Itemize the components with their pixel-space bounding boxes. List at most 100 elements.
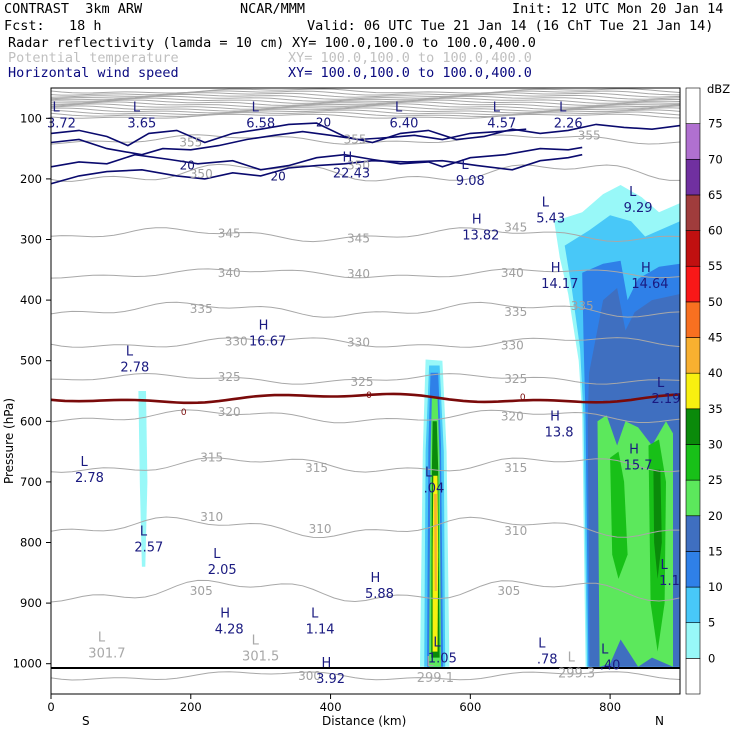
- colorbar-swatch: [685, 372, 701, 410]
- wind-extremum-value: 5.43: [536, 211, 565, 226]
- wind-extremum-kind: H: [343, 151, 353, 166]
- colorbar-level-label: 15: [708, 544, 723, 558]
- theta-extremum-value: 301.5: [242, 650, 279, 665]
- theta-label: 355: [578, 128, 601, 142]
- colorbar-swatch: [685, 622, 701, 659]
- theta-label: 315: [200, 451, 223, 465]
- y-axis: 100 200 300 400 500 600 700 800 900 1000: [13, 111, 51, 671]
- x-tick-label: 400: [320, 700, 342, 714]
- colorbar-level-label: 40: [708, 366, 723, 380]
- y-tick-label: 100: [20, 111, 42, 125]
- theta-label: 310: [200, 510, 223, 524]
- freezing-level-line: [51, 392, 680, 405]
- colorbar: 0 5 10 15 20 25 30 35 40 45 50 55 60 65 70 75: [685, 87, 723, 695]
- wind-extremum-kind: L: [52, 100, 60, 115]
- wind-extremum-kind: H: [550, 409, 560, 424]
- theta-contour-upper: [51, 101, 680, 108]
- colorbar-swatch: [685, 194, 701, 231]
- theta-label: 330: [501, 339, 524, 353]
- x-axis-label: Distance (km): [322, 714, 406, 728]
- wind-extremum-kind: H: [629, 443, 639, 458]
- theta-contour-340: [51, 268, 680, 279]
- init-time: Init: 12 UTC Mon 20 Jan 14: [512, 1, 724, 17]
- colorbar-level-label: 0: [708, 651, 715, 665]
- theta-label: 340: [347, 267, 370, 281]
- field-reflectivity-name: Radar reflectivity (lamda = 10 cm): [8, 35, 285, 51]
- wind-extremum-kind: L: [538, 637, 546, 652]
- wind-extremum-kind: L: [213, 547, 221, 562]
- theta-contour-upper: [51, 109, 680, 116]
- x-tick-label: 0: [47, 700, 54, 714]
- wind-extremum-kind: L: [661, 558, 669, 573]
- wind-extremum-value: 2.05: [208, 563, 237, 578]
- theta-label: 345: [218, 226, 241, 240]
- reflectivity-shading: [138, 185, 680, 667]
- theta-contour-345: [51, 227, 680, 243]
- refl-north-30dbz-a: [610, 451, 628, 579]
- colorbar-swatch: [685, 586, 701, 624]
- wind-extremum-value: .04: [424, 482, 445, 497]
- theta-contour-upper: [51, 111, 680, 118]
- x-end-right-label: N: [655, 714, 664, 728]
- freezing-label: 0: [520, 393, 526, 403]
- theta-extremum-kind: L: [426, 655, 434, 670]
- wind-extremum-kind: H: [370, 571, 380, 586]
- plot-frame: [50, 87, 681, 695]
- theta-contour-350: [51, 163, 680, 182]
- wind-extremum-kind: H: [220, 606, 230, 621]
- theta-contour-upper: [51, 113, 680, 119]
- colorbar-swatch: [685, 301, 701, 338]
- x-tick-label: 800: [599, 700, 621, 714]
- x-tick-label: 600: [459, 700, 481, 714]
- wind-extremum-kind: L: [140, 525, 148, 540]
- wind-extremum-value: 1.1: [659, 574, 680, 589]
- wind-extremum-kind: L: [433, 635, 441, 650]
- colorbar-level-label: 55: [708, 259, 723, 273]
- x-tick-label: 200: [180, 700, 202, 714]
- wind-extremum-kind: L: [80, 455, 88, 470]
- theta-label: 350: [347, 159, 370, 173]
- theta-contour-upper: [51, 95, 680, 102]
- theta-label: 310: [504, 524, 527, 538]
- theta-label: 325: [504, 372, 527, 386]
- theta-label: 345: [504, 220, 527, 234]
- colorbar-level-label: 75: [708, 117, 723, 131]
- refl-north-35dbz: [653, 469, 662, 579]
- field-theta-name: Potential temperature: [8, 50, 179, 66]
- theta-extremum-value: 299.1: [417, 671, 454, 686]
- theta-label: 310: [309, 522, 332, 536]
- wind-extremum-kind: H: [259, 318, 269, 333]
- y-tick-label: 400: [20, 293, 42, 307]
- wind-extremum-kind: L: [252, 100, 260, 115]
- wind-extremum-kind: H: [472, 212, 482, 227]
- model-title: CONTRAST 3km ARW: [4, 1, 143, 17]
- theta-extremum-value: 299.3: [558, 667, 595, 682]
- y-tick-label: 1000: [13, 657, 42, 671]
- wind-extremum-kind: L: [559, 100, 567, 115]
- theta-contour-300: [51, 671, 680, 681]
- y-tick-label: 700: [20, 475, 42, 489]
- theta-label: 350: [190, 167, 213, 181]
- wind-extremum-value: 1.14: [306, 622, 335, 637]
- wind-extremum-value: 2.78: [75, 471, 104, 486]
- wind-extremum-kind: L: [133, 100, 141, 115]
- theta-label: 335: [504, 305, 527, 319]
- theta-label: 300: [298, 669, 321, 683]
- wind-extremum-value: 9.29: [624, 201, 653, 216]
- theta-contour-330: [51, 337, 680, 348]
- wind-label: 20: [316, 116, 331, 130]
- theta-contour-upper: [51, 107, 680, 114]
- wind-extremum-kind: L: [126, 345, 134, 360]
- wind-extremum-value: 2.57: [134, 541, 163, 556]
- theta-label: 315: [504, 461, 527, 475]
- field-wind-name: Horizontal wind speed: [8, 65, 179, 81]
- wind-extremum-value: 5.88: [365, 587, 394, 602]
- wind-extremum-value: 9.08: [456, 174, 485, 189]
- theta-label: 320: [501, 409, 524, 423]
- theta-label: 330: [347, 336, 370, 350]
- theta-contour-325: [51, 372, 680, 385]
- wind-contour-20-0: [51, 146, 583, 171]
- wind-contour-20-3: [51, 128, 527, 156]
- colorbar-swatch: [685, 515, 701, 552]
